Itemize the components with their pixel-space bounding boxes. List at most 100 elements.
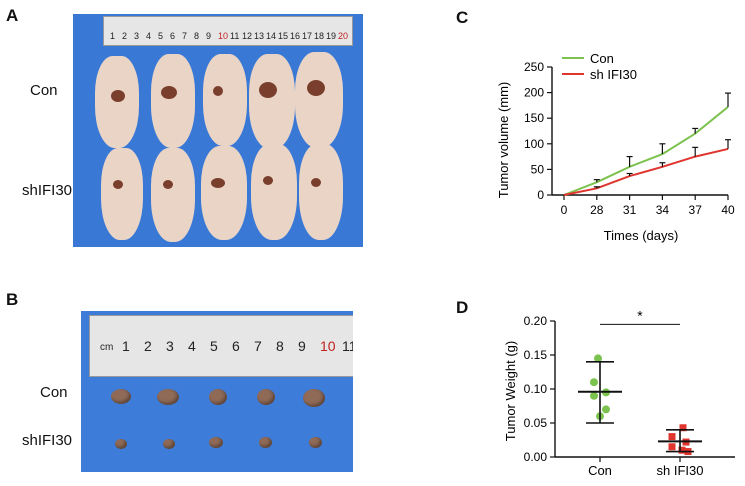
panel-b-ruler-number: 4 (188, 338, 196, 354)
chart-c-legend-label: sh IFI30 (590, 67, 637, 82)
chart-d-y-tick-label: 0.00 (524, 450, 548, 464)
mouse-con-4 (249, 54, 295, 149)
panel-a-ruler-number: 20 (338, 31, 349, 41)
panel-a-row-label-sh: shIFI30 (22, 182, 73, 199)
panel-b-ruler-number: 1 (122, 338, 130, 354)
tumor-sh-4 (263, 176, 273, 185)
chart-d-y-tick-label: 0.15 (524, 348, 548, 362)
chart-c-y-tick-label: 50 (531, 162, 545, 176)
panel-a-ruler-number: 18 (314, 31, 325, 41)
tumor-con-3 (213, 86, 223, 96)
excised-tumor-sh-4 (259, 437, 272, 448)
excised-tumor-con-2 (157, 389, 179, 405)
chart-d-marks: * (578, 307, 702, 456)
mouse-con-2 (151, 54, 195, 148)
chart-c-x-tick-label: 40 (721, 203, 735, 217)
excised-tumor-con-5 (303, 389, 325, 407)
excised-tumor-sh-5 (309, 437, 322, 448)
panel-a-ruler-number: 2 (122, 31, 128, 41)
excised-tumor-sh-1 (115, 439, 127, 449)
chart-c-x-tick-label: 28 (590, 203, 604, 217)
excised-tumor-sh-3 (209, 437, 223, 448)
chart-d-point-con (590, 378, 598, 387)
chart-d-y-tick-label: 0.05 (524, 416, 548, 430)
chart-c-legend-label: Con (590, 51, 614, 66)
chart-c-x-tick-label: 37 (689, 203, 703, 217)
panel-b-ruler-number: 9 (298, 338, 306, 354)
chart-c-axes: 0 50 100 150 200 250 0 28 31 34 37 40 (524, 60, 735, 217)
chart-c-x-tick-label: 34 (656, 203, 670, 217)
chart-c-y-tick-label: 150 (524, 111, 544, 125)
excised-tumor-con-4 (257, 389, 275, 405)
chart-c-x-axis-label: Times (days) (604, 228, 679, 243)
panel-a-ruler: 1 2 3 4 5 6 7 8 9 10 11 12 13 14 15 16 17 18 19 20 (103, 16, 353, 46)
tumor-weight-scatter-chart: 0.00 0.05 0.10 0.15 0.20 Con sh IFI30 * Tumor … (503, 307, 735, 478)
panel-b-ruler-number: 5 (210, 338, 218, 354)
panel-a-ruler-number: 3 (134, 31, 140, 41)
chart-d-point-con (594, 354, 602, 363)
mouse-con-5 (295, 52, 343, 148)
chart-d-y-tick-label: 0.10 (524, 382, 548, 396)
chart-d-axes: 0.00 0.05 0.10 0.15 0.20 Con sh IFI30 (524, 314, 735, 478)
panel-a-ruler-number: 9 (206, 31, 212, 41)
chart-d-point-sh (679, 424, 687, 432)
panel-a-ruler-number: 7 (182, 31, 188, 41)
panel-b-ruler-number: 10 (320, 338, 336, 354)
mouse-con-1 (95, 56, 139, 148)
tumor-sh-2 (163, 180, 173, 189)
mouse-sh-4 (251, 144, 297, 240)
tumor-con-1 (111, 90, 125, 102)
excised-tumor-con-3 (209, 389, 227, 405)
panel-a-ruler-number: 5 (158, 31, 164, 41)
panel-b-ruler-number: 8 (276, 338, 284, 354)
panel-b-letter: B (6, 290, 19, 309)
chart-c-series-line (563, 106, 729, 196)
tumor-sh-1 (113, 180, 123, 189)
panel-a-ruler-number: 8 (194, 31, 200, 41)
chart-c-y-tick-label: 250 (524, 60, 544, 74)
panel-b-row-label-con: Con (40, 384, 68, 401)
chart-d-point-sh (678, 446, 686, 454)
mouse-sh-5 (299, 144, 343, 240)
chart-c-y-tick-label: 200 (524, 86, 544, 100)
tumor-sh-5 (311, 178, 321, 187)
panel-a-ruler-number: 13 (254, 31, 265, 41)
chart-d-y-axis-label: Tumor Weight (g) (503, 341, 518, 441)
chart-c-series-line (563, 147, 729, 196)
panel-a-ruler-number: 19 (326, 31, 337, 41)
panel-a-ruler-number: 12 (242, 31, 253, 41)
panel-a-letter: A (6, 6, 19, 25)
excised-tumor-con-1 (111, 389, 131, 404)
panel-a-row-label-con: Con (30, 82, 58, 99)
chart-d-x-tick-label: sh IFI30 (657, 463, 704, 478)
panel-b-ruler-unit: cm (100, 342, 114, 353)
chart-c-x-tick-label: 31 (623, 203, 637, 217)
chart-d-y-tick-label: 0.20 (524, 314, 548, 328)
panel-a-mice-photo: 1 2 3 4 5 6 7 8 9 10 11 12 13 14 15 16 17 18 19 20 (73, 14, 363, 247)
chart-c-x-tick-label: 0 (561, 203, 568, 217)
panel-a-ruler-number: 15 (278, 31, 289, 41)
chart-c-y-tick-label: 100 (524, 137, 544, 151)
chart-d-x-tick-label: Con (588, 463, 612, 478)
panel-b-ruler: cm 1 2 3 4 5 6 7 8 9 10 11 (89, 315, 353, 377)
chart-c-y-tick-label: 0 (537, 188, 544, 202)
mouse-sh-2 (151, 148, 195, 242)
panel-a-ruler-number: 10 (218, 31, 229, 41)
excised-tumor-sh-2 (163, 439, 175, 449)
panel-a-ruler-number: 6 (170, 31, 176, 41)
chart-c-y-axis-label: Tumor volume (mm) (496, 82, 511, 199)
tumor-con-2 (161, 86, 177, 99)
chart-d-significance-star: * (637, 307, 643, 323)
chart-d-point-con (602, 405, 610, 414)
tumor-sh-3 (211, 178, 225, 188)
mouse-con-3 (203, 54, 247, 146)
chart-d-point-sh (668, 443, 676, 451)
panel-b-ruler-number: 11 (342, 338, 353, 354)
panel-c-letter: C (456, 8, 469, 27)
chart-d-point-con (590, 391, 598, 400)
panel-b-ruler-number: 2 (144, 338, 152, 354)
panel-a-ruler-number: 1 (110, 31, 116, 41)
panel-d-letter: D (456, 298, 469, 317)
panel-a-ruler-number: 14 (266, 31, 277, 41)
